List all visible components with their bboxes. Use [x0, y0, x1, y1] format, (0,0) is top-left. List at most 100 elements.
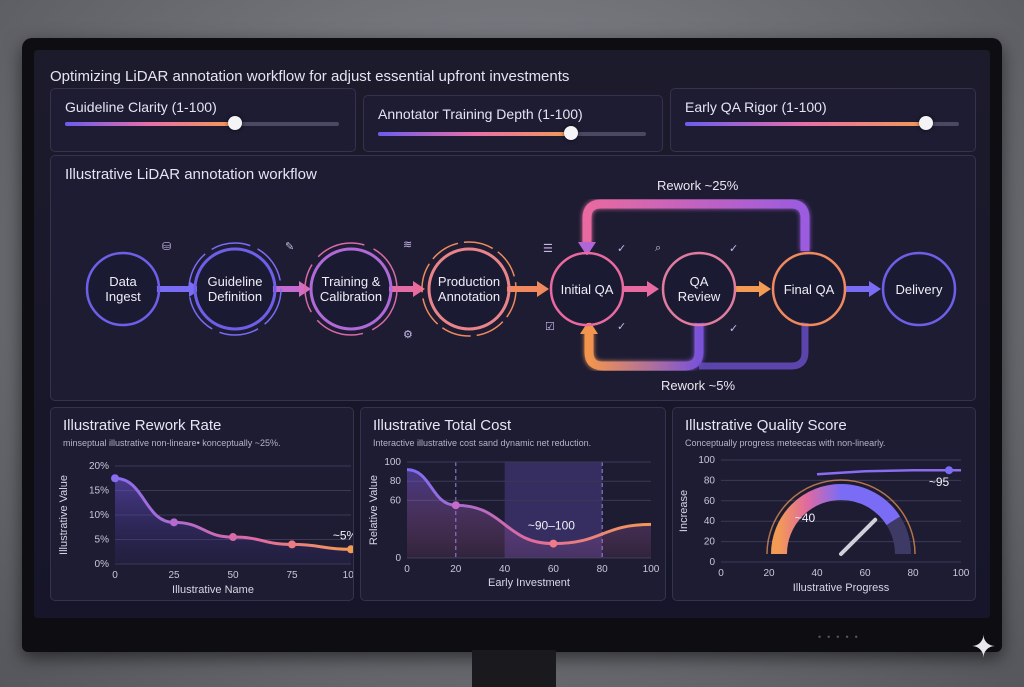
node-initial-qa[interactable]: Initial QA [553, 255, 621, 323]
series-line [114, 476, 352, 551]
node-qa-review[interactable]: QA Review [665, 255, 733, 323]
node-data-ingest[interactable]: Data Ingest [89, 255, 157, 323]
monitor-buttons: ••••• [818, 632, 864, 642]
monitor-stand [472, 650, 556, 687]
check-circle-icon: ✓ [617, 321, 627, 333]
slider-fill [378, 132, 571, 136]
rework-loop-top [582, 199, 810, 251]
gauge-arc-low [771, 484, 842, 555]
slider-knob[interactable] [919, 116, 934, 130]
slider-guideline-clarity: Guideline Clarity (1-100) [50, 88, 356, 152]
area-fill [115, 478, 351, 564]
slider-knob[interactable] [227, 116, 242, 130]
workflow-title: Illustrative LiDAR annotation workflow [65, 166, 317, 183]
chart-subtitle: Conceptually progress meteecas with non-… [685, 438, 886, 448]
y-tick-label: 80 [390, 476, 402, 487]
check-circle-icon: ✓ [729, 323, 739, 335]
gauge-label: ~40 [795, 511, 816, 525]
gauge-arc-mid [840, 484, 901, 526]
quality-chart-svg: 0 20 40 60 80 100 0 20 40 60 80 100 ~40 ~95 Illustrati… [678, 455, 970, 594]
x-tick-label: 40 [499, 564, 511, 575]
chart-subtitle: Interactive illustrative cost sand dynam… [373, 438, 592, 448]
node-delivery[interactable]: Delivery [885, 255, 953, 323]
y-axis-label: Relative Value [368, 475, 380, 545]
y-tick-label: 15% [89, 486, 109, 497]
x-tick-label: 75 [286, 570, 298, 581]
chart-title: Illustrative Quality Score [685, 417, 847, 434]
node-final-qa[interactable]: Final QA [775, 255, 843, 323]
y-tick-label: 100 [384, 457, 401, 468]
cost-chart-svg: 0 60 80 100 0 20 40 60 80 100 ~90–100 Early Investm… [368, 457, 660, 589]
line-label: ~95 [929, 475, 950, 489]
x-tick-label: 25 [168, 570, 180, 581]
node-training-calibration[interactable]: Training & Calibration [313, 251, 389, 327]
x-tick-label: 20 [763, 568, 775, 579]
y-tick-label: 20% [89, 461, 109, 472]
gear-icon: ⚙ [403, 329, 413, 341]
x-tick-label: 80 [907, 568, 919, 579]
slider-track[interactable] [685, 116, 959, 130]
x-tick-label: 0 [404, 564, 410, 575]
y-tick-label: 100 [698, 455, 715, 466]
chart-title: Illustrative Total Cost [373, 417, 512, 434]
rework-loop-bottom [584, 318, 704, 371]
x-tick-label: 40 [811, 568, 823, 579]
chart-subtitle: minseptual illustrative non-lineare• kon… [63, 438, 281, 448]
rework-bottom-label: Rework ~5% [661, 378, 736, 393]
annotation-label: ~5% [333, 528, 353, 542]
series-line [816, 468, 961, 476]
y-axis-label: Illustrative Value [58, 475, 70, 555]
page-title: Optimizing LiDAR annotation workflow for… [50, 68, 570, 85]
gauge-outline [766, 479, 916, 555]
area-fill [407, 469, 651, 558]
y-tick-label: 10% [89, 510, 109, 521]
node-rings [85, 241, 957, 337]
rework-chart-svg: 0% 5% 10% 15% 20% 0 25 50 75 100 ~5% Illustrative N… [58, 461, 353, 596]
slider-knob[interactable] [563, 126, 578, 140]
y-tick-label: 60 [704, 496, 716, 507]
layers-icon: ≋ [403, 239, 413, 251]
chart-quality-score: 0 20 40 60 80 100 0 20 40 60 80 100 ~40 ~95 Illustrati… [672, 407, 976, 601]
search-doc-icon: ⌕ [655, 242, 662, 254]
data-point [288, 540, 296, 549]
chart-title: Illustrative Rework Rate [63, 417, 222, 434]
dashboard-screen: Optimizing LiDAR annotation workflow for… [34, 50, 990, 618]
x-tick-label: 100 [953, 568, 970, 579]
x-tick-label: 60 [859, 568, 871, 579]
check-circle-icon: ✓ [617, 243, 627, 255]
y-axis-label: Increase [678, 490, 690, 532]
x-tick-label: 80 [597, 564, 609, 575]
x-tick-label: 100 [343, 570, 353, 581]
y-tick-label: 0 [395, 553, 401, 564]
data-point [549, 539, 558, 548]
slider-track[interactable] [65, 116, 339, 130]
x-tick-label: 60 [548, 564, 560, 575]
y-tick-label: 80 [704, 475, 716, 486]
x-tick-label: 50 [227, 570, 239, 581]
slider-early-qa-rigor: Early QA Rigor (1-100) [670, 88, 976, 152]
node-guideline-definition[interactable]: Guideline Definition [197, 251, 273, 327]
chart-total-cost: 0 60 80 100 0 20 40 60 80 100 ~90–100 Early Investm… [360, 407, 666, 601]
y-tick-label: 20 [704, 537, 716, 548]
node-production-annotation[interactable]: Production Annotation [431, 251, 507, 327]
rework-top-label: Rework ~25% [657, 178, 739, 193]
slider-track[interactable] [378, 126, 646, 140]
x-axis-label: Illustrative Name [172, 584, 254, 596]
workflow-connections [85, 199, 957, 371]
data-point [451, 501, 460, 510]
data-point [170, 518, 178, 527]
database-icon: ⛁ [162, 241, 172, 253]
slider-training-depth: Annotator Training Depth (1-100) [363, 95, 663, 152]
checkbox-icon: ☑ [545, 321, 555, 333]
slider-label: Guideline Clarity (1-100) [65, 99, 217, 115]
x-tick-label: 20 [450, 564, 462, 575]
x-tick-label: 100 [643, 564, 660, 575]
annotation-label: ~90–100 [528, 519, 575, 533]
y-tick-label: 0 [709, 557, 715, 568]
y-tick-label: 0% [95, 559, 110, 570]
slider-fill [65, 122, 235, 126]
checklist-icon: ☰ [543, 243, 553, 255]
slider-label: Annotator Training Depth (1-100) [378, 106, 583, 122]
data-point [347, 545, 353, 554]
data-point [945, 466, 953, 475]
